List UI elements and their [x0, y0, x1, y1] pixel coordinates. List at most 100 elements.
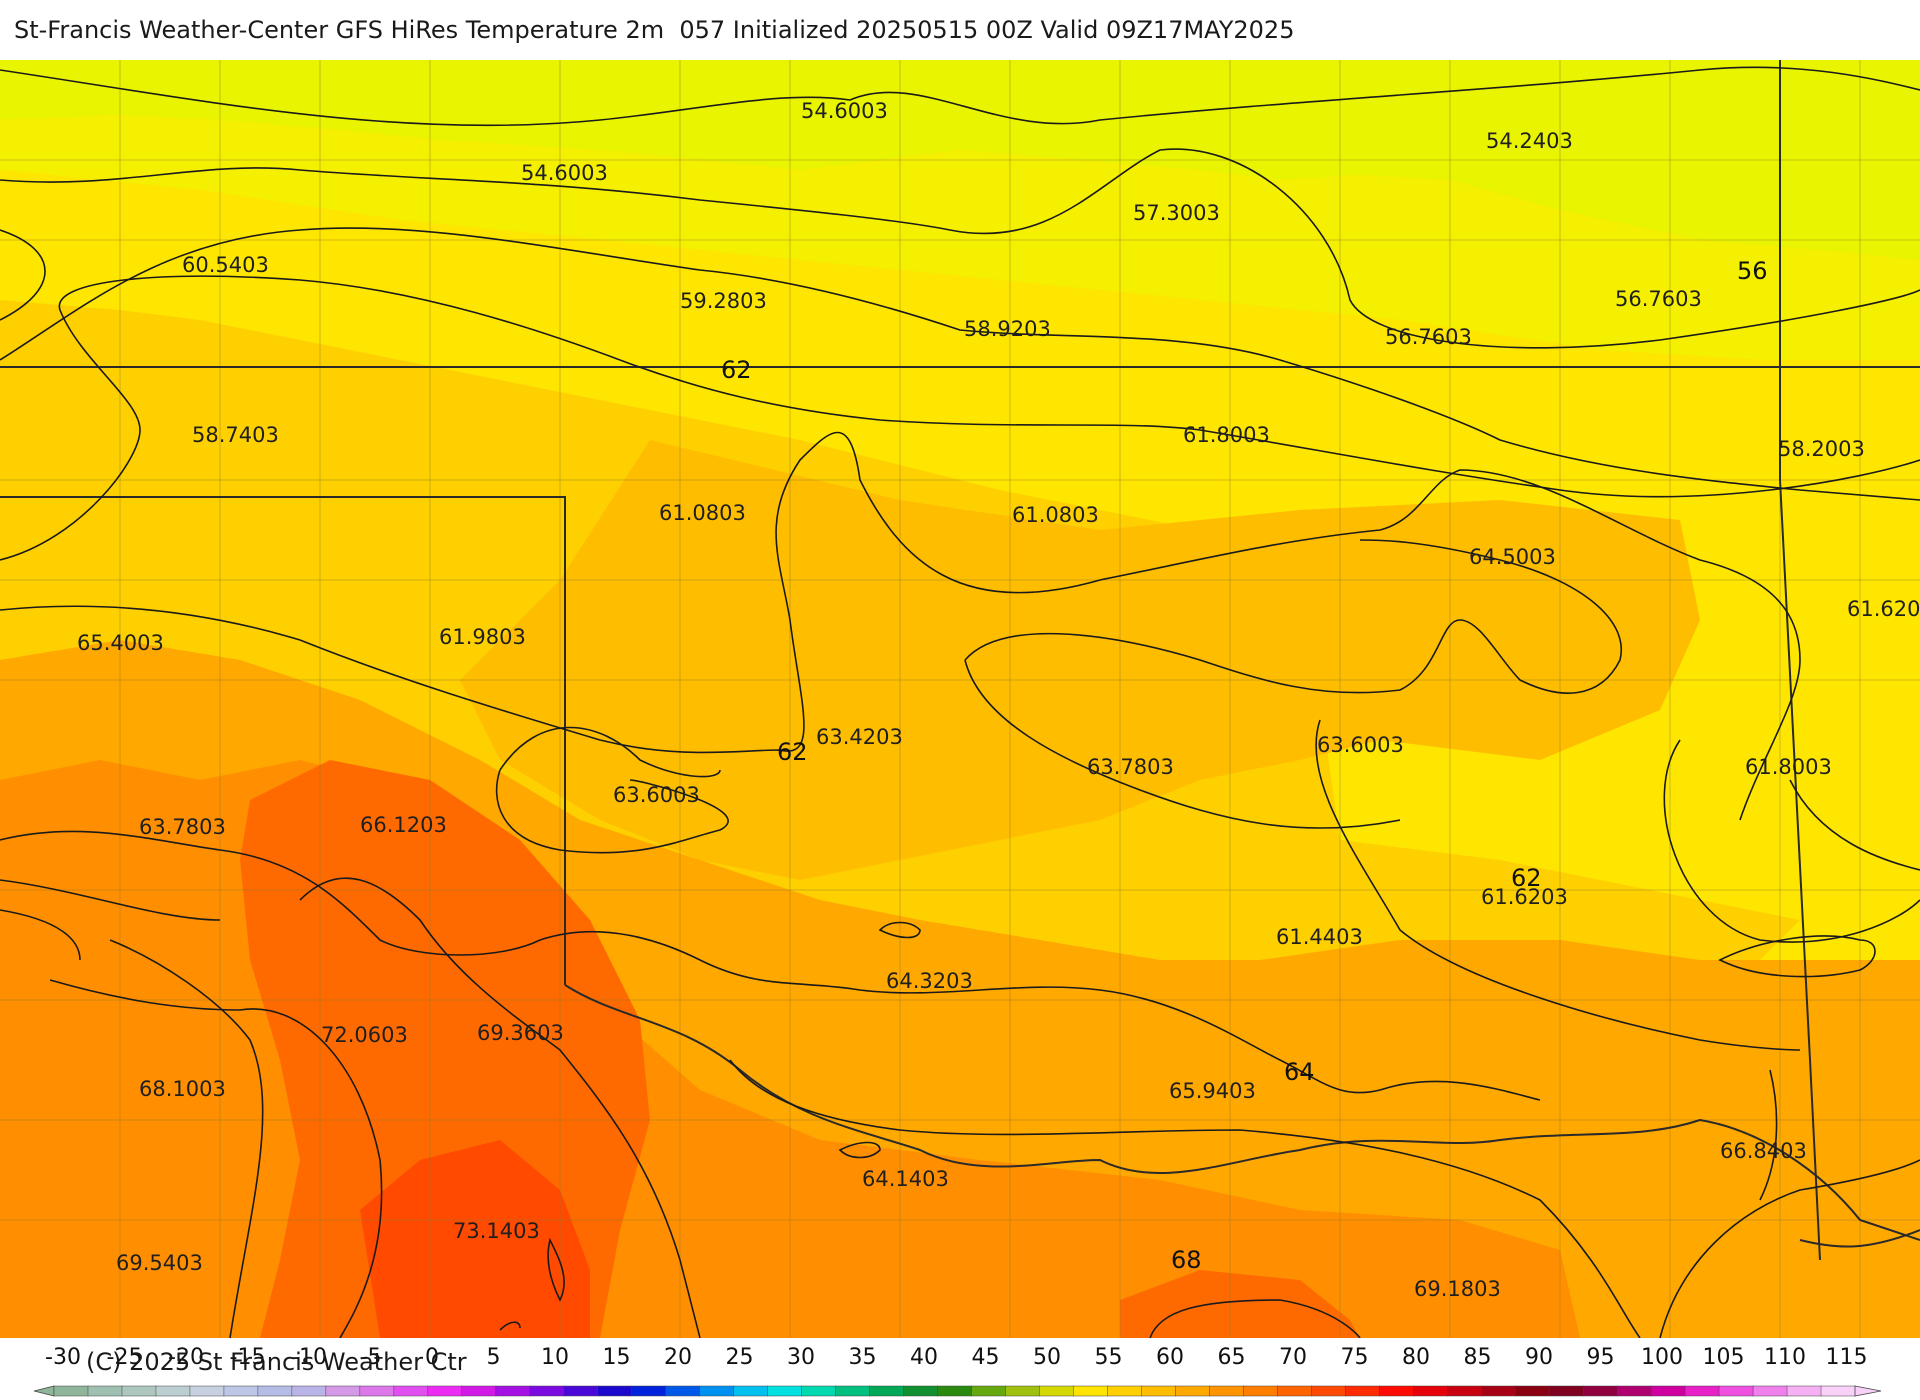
- legend-left-arrow: [33, 1385, 55, 1397]
- value-labels: 54.6003 54.2403 54.6003 57.3003 60.5403 …: [77, 99, 1920, 1301]
- value-label: 64.5003: [1469, 545, 1556, 569]
- legend-tick-label: 55: [1095, 1345, 1123, 1370]
- legend-color-swatch: [1107, 1385, 1143, 1397]
- value-label: 61.6203: [1847, 597, 1920, 621]
- value-label: 56.7603: [1385, 325, 1472, 349]
- legend-color-swatch: [1412, 1385, 1448, 1397]
- temperature-map: 54.6003 54.2403 54.6003 57.3003 60.5403 …: [0, 60, 1920, 1338]
- contour-labels: 62 56 62 62 64 68: [721, 257, 1768, 1274]
- legend-color-swatch: [835, 1385, 871, 1397]
- map-title: St-Francis Weather-Center GFS HiRes Temp…: [14, 16, 1295, 44]
- legend-tick-label: 75: [1341, 1345, 1369, 1370]
- legend-color-swatch: [631, 1385, 667, 1397]
- value-label: 63.7803: [1087, 755, 1174, 779]
- legend-color-swatch: [1243, 1385, 1279, 1397]
- legend-tick-label: -5: [360, 1345, 382, 1370]
- legend-color-swatch: [53, 1385, 89, 1397]
- value-label: 66.8403: [1720, 1139, 1807, 1163]
- contour-label: 62: [777, 738, 808, 766]
- value-label: 63.7803: [139, 815, 226, 839]
- value-label: 61.0803: [659, 501, 746, 525]
- legend-color-swatch: [325, 1385, 361, 1397]
- value-label: 58.7403: [192, 423, 279, 447]
- legend-color-swatch: [1718, 1385, 1754, 1397]
- isotherm-contours: [0, 66, 1920, 1338]
- legend-tick-label: 20: [664, 1345, 692, 1370]
- legend-color-swatch: [733, 1385, 769, 1397]
- legend-tick-label: 90: [1525, 1345, 1553, 1370]
- value-label: 54.6003: [801, 99, 888, 123]
- value-label: 69.5403: [116, 1251, 203, 1275]
- legend-color-swatch: [359, 1385, 395, 1397]
- contour-label: 62: [1511, 864, 1542, 892]
- legend-color-swatch: [1752, 1385, 1788, 1397]
- copyright-text: (C) 2025 St Francis Weather Ctr: [86, 1348, 467, 1376]
- legend-tick-label: 15: [603, 1345, 631, 1370]
- value-label: 73.1403: [453, 1219, 540, 1243]
- value-label: 65.4003: [77, 631, 164, 655]
- value-label: 68.1003: [139, 1077, 226, 1101]
- legend-tick-label: 45: [972, 1345, 1000, 1370]
- legend-color-swatch: [189, 1385, 225, 1397]
- legend-tick-label: 50: [1033, 1345, 1061, 1370]
- legend-color-swatch: [121, 1385, 157, 1397]
- legend-tick-label: 65: [1218, 1345, 1246, 1370]
- value-label: 69.1803: [1414, 1277, 1501, 1301]
- legend-color-swatch: [1514, 1385, 1550, 1397]
- legend-color-swatch: [665, 1385, 701, 1397]
- legend-tick-label: 10: [541, 1345, 569, 1370]
- county-lines: [0, 60, 1920, 1338]
- legend-tick-label: 80: [1402, 1345, 1430, 1370]
- legend-color-swatch: [869, 1385, 905, 1397]
- legend-color-swatch: [767, 1385, 803, 1397]
- legend-color-swatch: [937, 1385, 973, 1397]
- legend-color-swatch: [1209, 1385, 1245, 1397]
- value-label: 63.6003: [1317, 733, 1404, 757]
- legend-color-swatch: [223, 1385, 259, 1397]
- fill-amber: [460, 440, 1700, 880]
- legend-color-swatch: [529, 1385, 565, 1397]
- value-label: 61.9803: [439, 625, 526, 649]
- legend-color-swatch: [1582, 1385, 1618, 1397]
- value-label: 63.4203: [816, 725, 903, 749]
- legend-right-arrow: [1854, 1385, 1882, 1397]
- value-label: 60.5403: [182, 253, 269, 277]
- legend-color-swatch: [699, 1385, 735, 1397]
- value-label: 56.7603: [1615, 287, 1702, 311]
- legend-tick-label: 100: [1641, 1345, 1683, 1370]
- value-label: 61.0803: [1012, 503, 1099, 527]
- legend-tick-label: 5: [487, 1345, 501, 1370]
- legend-color-swatch: [155, 1385, 191, 1397]
- value-label: 69.3603: [477, 1021, 564, 1045]
- fill-red-orange: [360, 1140, 590, 1338]
- legend-tick-label: 70: [1279, 1345, 1307, 1370]
- value-label: 59.2803: [680, 289, 767, 313]
- legend-tick-label: 35: [849, 1345, 877, 1370]
- legend-color-swatch: [87, 1385, 123, 1397]
- legend-color-swatch: [1446, 1385, 1482, 1397]
- legend-tick-labels: -30 -25 -20 -15 -10 -5 0 5 10 15 20 25 30 35 40 45 50 55 6…: [45, 1345, 1867, 1370]
- fill-deep-orange-south: [1120, 1270, 1360, 1338]
- legend-tick-label: 25: [726, 1345, 754, 1370]
- legend-color-swatch: [1277, 1385, 1313, 1397]
- legend-tick-label: -20: [168, 1345, 204, 1370]
- value-label: 57.3003: [1133, 201, 1220, 225]
- legend-color-swatch: [461, 1385, 497, 1397]
- value-label: 61.4403: [1276, 925, 1363, 949]
- legend-color-swatch: [1073, 1385, 1109, 1397]
- legend-tick-label: 110: [1764, 1345, 1806, 1370]
- value-label: 58.2003: [1778, 437, 1865, 461]
- value-label: 72.0603: [321, 1023, 408, 1047]
- legend-color-swatch: [1820, 1385, 1856, 1397]
- legend-color-swatch: [393, 1385, 429, 1397]
- legend-color-bar: [33, 1385, 1882, 1397]
- legend-tick-label: 95: [1587, 1345, 1615, 1370]
- legend-color-swatch: [1005, 1385, 1041, 1397]
- value-label: 61.6203: [1481, 885, 1568, 909]
- legend-tick-label: 30: [787, 1345, 815, 1370]
- legend-color-swatch: [427, 1385, 463, 1397]
- contour-label: 56: [1737, 257, 1768, 285]
- value-label: 61.8003: [1745, 755, 1832, 779]
- fill-light-yellow: [0, 115, 1920, 360]
- contour-label: 68: [1171, 1246, 1202, 1274]
